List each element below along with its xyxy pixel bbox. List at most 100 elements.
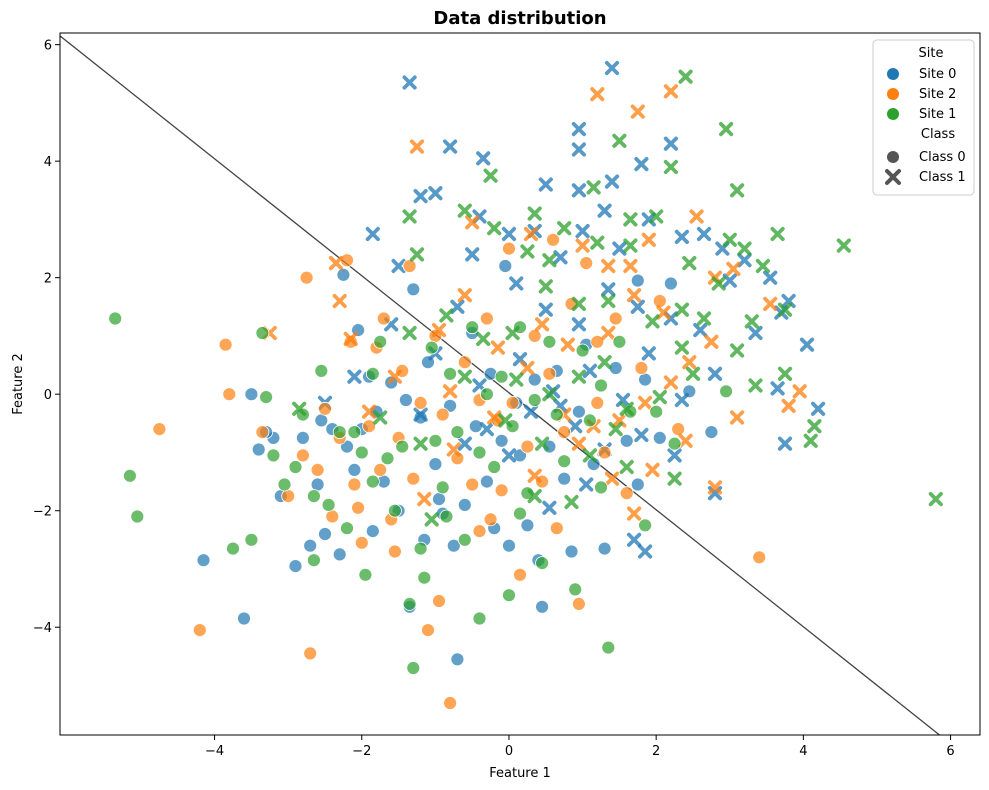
site2-class1-point <box>362 404 377 419</box>
site0-class0-point <box>468 419 483 434</box>
site1-class0-point <box>417 570 432 585</box>
site1-class1-point <box>619 459 634 475</box>
site2-class0-point <box>671 422 686 437</box>
site1-class0-point <box>332 425 347 440</box>
decision-boundary-line <box>60 35 940 735</box>
y-tick-label: −2 <box>33 505 52 520</box>
site1-class1-point <box>413 436 428 451</box>
site1-class0-point <box>527 393 542 407</box>
site0-class0-point <box>432 492 446 507</box>
site2-class0-point <box>318 401 332 416</box>
site2-class1-point <box>560 337 575 352</box>
site2-class0-point <box>597 445 612 460</box>
site0-class0-point <box>664 276 678 291</box>
site1-class0-point <box>321 497 336 512</box>
site1-class0-point <box>487 460 502 474</box>
site1-class0-point <box>365 366 380 381</box>
site2-class0-point <box>652 294 667 308</box>
site0-class1-point <box>428 186 443 201</box>
site0-class1-point <box>630 299 645 314</box>
y-tick-label: 6 <box>44 39 52 54</box>
site1-class0-point <box>601 640 616 655</box>
site1-class0-point <box>424 340 439 355</box>
site1-class0-point <box>373 334 388 349</box>
site2-class0-point <box>483 512 498 527</box>
site1-class1-point <box>402 209 417 224</box>
site2-class0-point <box>255 425 270 440</box>
site2-class1-point <box>656 305 671 320</box>
site2-class1-point <box>417 492 432 507</box>
site1-class1-point <box>601 293 616 309</box>
site2-class0-point <box>513 567 527 582</box>
site2-class0-point <box>387 544 402 559</box>
site2-class0-point <box>362 419 377 434</box>
site0-class1-point <box>450 299 465 314</box>
site2-class0-point <box>752 550 767 565</box>
site2-class1-point <box>575 238 590 253</box>
site2-class1-point <box>527 468 542 483</box>
site1-class0-point <box>649 404 664 419</box>
site0-class1-point <box>479 422 494 437</box>
site2-class0-point <box>546 232 560 247</box>
site0-class0-point <box>652 430 667 445</box>
site2-class1-point <box>641 232 656 247</box>
site1-class0-point <box>108 311 123 326</box>
site1-class1-point <box>409 247 425 262</box>
site0-class1-point <box>667 448 682 463</box>
site1-class0-point <box>612 334 627 349</box>
site1-class1-point <box>744 314 759 329</box>
site2-class0-point <box>325 509 340 524</box>
site2-class0-point <box>527 328 542 343</box>
site0-class1-point <box>582 363 597 378</box>
site0-class0-point <box>450 652 465 667</box>
site2-class0-point <box>572 597 586 611</box>
site1-class1-point <box>623 238 638 253</box>
site2-class0-point <box>432 594 446 608</box>
site0-class0-point <box>428 457 443 472</box>
site0-class1-point <box>571 122 586 137</box>
site2-class0-point <box>340 253 354 268</box>
site1-class1-point <box>527 489 542 504</box>
site2-class0-point <box>303 646 318 661</box>
site1-class0-point <box>450 425 465 440</box>
site2-class0-point <box>281 489 296 504</box>
site1-class1-point <box>509 372 524 387</box>
site2-class1-point <box>431 323 447 338</box>
site1-class0-point <box>413 541 428 556</box>
y-tick-label: 2 <box>44 272 52 287</box>
site0-class0-point <box>295 430 310 445</box>
site0-class1-point <box>509 276 524 291</box>
site0-class1-point <box>601 282 616 297</box>
site1-class0-point <box>347 425 362 440</box>
site0-class1-point <box>553 250 568 265</box>
site0-class1-point <box>347 369 362 384</box>
site2-class1-point <box>781 398 796 413</box>
site2-class1-point <box>443 384 458 399</box>
site1-class1-point <box>586 180 601 195</box>
site1-class0-point <box>542 334 557 349</box>
site2-class0-point <box>479 311 494 326</box>
site1-class1-point <box>542 387 557 402</box>
y-tick-label: 4 <box>44 155 52 170</box>
legend-class1-marker <box>885 169 901 185</box>
site0-class1-point <box>538 302 553 317</box>
site2-class1-point <box>490 340 505 355</box>
site0-class1-point <box>597 203 612 218</box>
site0-class0-point <box>446 538 461 553</box>
site1-class0-point <box>130 509 145 524</box>
site0-class1-point <box>571 183 586 198</box>
site1-class1-point <box>487 221 502 236</box>
site0-class0-point <box>520 518 535 533</box>
site1-class1-point <box>373 410 388 425</box>
site1-class1-point <box>755 258 770 274</box>
site2-class0-point <box>421 623 435 637</box>
site1-class0-point <box>428 433 443 448</box>
site1-class1-point <box>737 241 752 256</box>
site0-class1-point <box>634 157 649 172</box>
site0-class1-point <box>641 346 656 361</box>
site1-class0-point <box>472 611 487 626</box>
site1-class1-point <box>645 314 660 329</box>
site0-class1-point <box>465 247 480 262</box>
site1-class0-point <box>549 407 564 422</box>
